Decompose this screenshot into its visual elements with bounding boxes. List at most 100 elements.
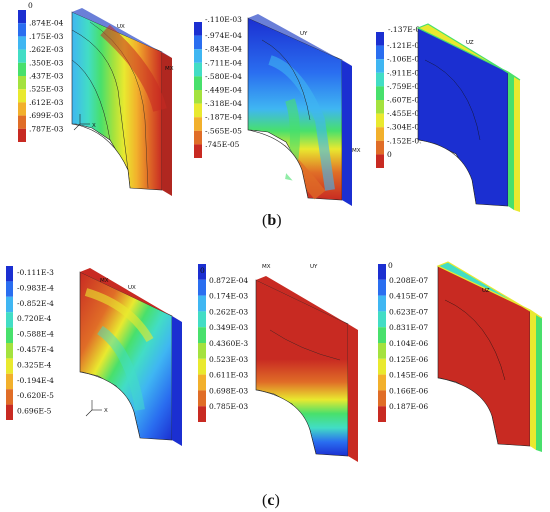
legend-b-uy-swatch <box>194 117 202 131</box>
caption-c-close: ) <box>274 492 279 509</box>
legend-b-uz-swatch <box>376 154 384 168</box>
legend-c-ux-swatch <box>6 404 13 420</box>
caption-c-open: ( <box>262 492 267 509</box>
legend-c-uy-label: 0.611E-03 <box>209 371 248 380</box>
legend-b-ux-label: .874E-04 <box>29 19 64 28</box>
caption-c: (c) <box>262 492 280 509</box>
legend-b-uy-swatch <box>194 144 202 158</box>
model-b-uy <box>247 14 352 206</box>
legend-b-uy-swatch <box>194 90 202 104</box>
legend-b-ux-swatch <box>18 76 26 90</box>
legend-c-ux-swatch <box>6 373 13 390</box>
legend-c-uy-swatch <box>198 327 206 343</box>
legend-c-uy-swatch <box>198 406 206 422</box>
legend-c-uz-swatch <box>378 390 386 407</box>
legend-b-ux-swatch <box>18 23 26 37</box>
legend-b-uz-swatch <box>376 59 384 73</box>
legend-c-uz-label: 0.831E-07 <box>389 323 428 332</box>
legend-b-uy-label: -.711E-04 <box>205 58 242 67</box>
legend-c-ux-label: 0.720E-4 <box>17 314 52 323</box>
legend-b-uz-label: -.607E-06 <box>387 96 424 105</box>
legend-b-uy-swatch <box>194 76 202 90</box>
legend-b-uy-swatch <box>194 130 202 145</box>
legend-b-ux-label: .787E-03 <box>29 124 64 133</box>
legend-b-ux-swatch <box>18 115 26 129</box>
legend-b-uy: -.974E-04 -.843E-04 -.711E-04 -.580E-04 -.44… <box>194 22 242 158</box>
legend-b-ux-swatch <box>18 62 26 76</box>
legend-b-ux-label: .262E-03 <box>29 45 64 54</box>
axis-triad-c-ux: X <box>85 400 108 417</box>
model-b-ux-node-label: MX <box>165 66 174 72</box>
legend-b-uz-swatch <box>376 140 384 155</box>
legend-b-uz-swatch <box>376 100 384 114</box>
legend-b-uz-label: -.455E-06 <box>387 109 424 118</box>
legend-c-ux-label: -0.194E-4 <box>17 376 54 385</box>
legend-b-uz-label: -.759E-06 <box>387 82 424 91</box>
legend-b-ux-zero: 0 <box>28 1 33 10</box>
axis-x-label: X <box>92 123 96 129</box>
legend-b-uz-swatch <box>376 86 384 100</box>
legend-c-uz-swatch <box>378 374 386 391</box>
legend-b-uy-swatch <box>194 22 202 36</box>
model-c-uy-node-label: MX <box>262 264 271 270</box>
legend-c-uy-swatch <box>198 279 206 296</box>
legend-c-uz-swatch <box>378 343 386 359</box>
axis-x-label-c: X <box>104 408 108 414</box>
legend-b-ux-swatch <box>18 128 26 142</box>
legend-c-uy-label: 0.349E-03 <box>209 323 248 332</box>
model-c-uy-title: UY <box>310 264 318 270</box>
legend-c-uy-label: 0.785E-03 <box>209 402 248 411</box>
legend-c-uy-label: 0.698E-03 <box>209 386 248 395</box>
legend-c-ux-swatch <box>6 343 13 359</box>
legend-b-uz-zero: -.137E-05 <box>388 25 425 34</box>
legend-b-uy-label: -.187E-04 <box>205 113 242 122</box>
legend-b-uz: -.121E-05 -.106E-05 -.911E-06 -.759E-06 -.60… <box>376 32 424 168</box>
legend-c-uy-swatch <box>198 374 206 391</box>
model-c-ux: X <box>79 268 182 446</box>
legend-c-uz-swatch <box>378 295 386 312</box>
legend-b-ux-swatch <box>18 10 26 24</box>
model-b-uy-title: UY <box>300 31 308 37</box>
legend-c-uy-swatch <box>198 358 206 375</box>
legend-c-ux-label: -0.457E-4 <box>17 345 54 354</box>
legend-b-uz-label: -.911E-06 <box>387 68 424 77</box>
legend-c-uz-swatch <box>378 406 386 422</box>
legend-c-uz-label: 0.166E-06 <box>389 386 428 395</box>
legend-b-ux-swatch <box>18 49 26 63</box>
model-b-uy-node-label: MX <box>352 148 361 154</box>
legend-c-ux-swatch <box>6 389 13 405</box>
legend-b-ux-label: .525E-03 <box>29 85 64 94</box>
legend-b-ux-swatch <box>18 36 26 50</box>
caption-c-letter: c <box>267 492 274 509</box>
legend-b-uy-swatch <box>194 35 202 50</box>
legend-c-uz-swatch <box>378 279 386 296</box>
legend-b-uy-label: -.974E-04 <box>205 31 242 40</box>
legend-c-ux-swatch <box>6 296 13 313</box>
legend-b-ux-label: .699E-03 <box>29 111 64 120</box>
legend-c-ux-label: 0.696E-5 <box>17 407 52 416</box>
legend-b-uz-label: -.152E-06 <box>387 136 424 145</box>
model-c-ux-title: UX <box>128 285 136 291</box>
legend-c-ux-swatch <box>6 327 13 343</box>
legend-c-uz-label: 0.187E-06 <box>389 402 428 411</box>
legend-b-uy-label: -.565E-05 <box>205 126 242 135</box>
legend-b-ux-label: .350E-03 <box>29 58 64 67</box>
caption-b-open: ( <box>262 212 267 229</box>
legend-c-uy-swatch <box>198 343 206 359</box>
legend-b-ux-swatch <box>18 89 26 103</box>
legend-c-ux-label: -0.588E-4 <box>17 330 54 339</box>
legend-c-uy-swatch <box>198 264 206 280</box>
legend-b-uy-label: -.449E-04 <box>205 86 242 95</box>
legend-c-uz-label: 0.104E-06 <box>389 339 428 348</box>
caption-b: (b) <box>262 212 282 229</box>
legend-c-ux-swatch <box>6 312 13 328</box>
legend-c-uy-swatch <box>198 311 206 328</box>
legend-c-ux-label: -0.983E-4 <box>17 283 54 292</box>
legend-c-ux-swatch <box>6 281 13 297</box>
legend-c-uz-zero: 0 <box>388 261 393 270</box>
legend-c-ux-label: 0.325E-4 <box>17 360 52 369</box>
legend-c-uz: 0.208E-07 0.415E-07 0.623E-07 0.831E-07 0.10… <box>378 264 428 422</box>
legend-c-uy-label: 0.523E-03 <box>209 355 248 364</box>
caption-b-letter: b <box>267 212 276 229</box>
